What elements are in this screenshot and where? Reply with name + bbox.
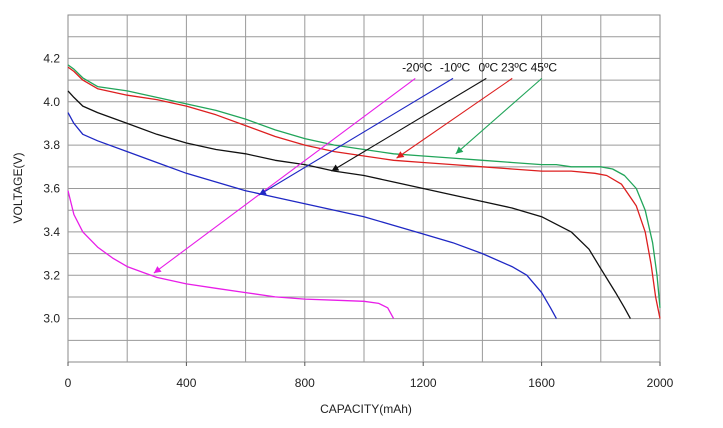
series-arrow <box>455 77 543 155</box>
series-label: -10ºC <box>440 60 471 74</box>
series-line <box>67 90 631 319</box>
series-arrow <box>258 77 454 196</box>
series-arrow-head <box>153 266 162 274</box>
x-tick-label: 0 <box>65 376 72 390</box>
series-arrow <box>153 77 416 274</box>
x-tick-label: 2000 <box>647 376 674 390</box>
x-tick-label: 1200 <box>410 376 437 390</box>
y-tick-label: 4.0 <box>43 95 60 109</box>
series-arrow-head <box>258 188 267 196</box>
series-label: 23ºC <box>501 60 528 74</box>
y-tick-label: 4.2 <box>43 51 60 65</box>
series-arrow-head <box>331 164 340 172</box>
y-tick-label: 3.2 <box>43 268 60 282</box>
y-tick-label: 3.0 <box>43 312 60 326</box>
series-line <box>67 64 661 308</box>
series-label: 0ºC <box>478 60 498 74</box>
series-label: -20ºC <box>402 60 433 74</box>
y-axis-ticks: 3.0 3.2 3.4 3.6 3.8 4.0 4.2 <box>43 51 60 325</box>
series-lines <box>67 64 661 319</box>
series-arrow <box>396 77 513 159</box>
y-tick-label: 3.4 <box>43 225 60 239</box>
x-axis-ticks: 0 400 800 1200 1600 2000 <box>65 362 674 390</box>
series-line <box>67 112 557 319</box>
y-axis-title: VOLTAGE(V) <box>11 153 25 224</box>
series-arrow <box>331 77 487 172</box>
series-arrow-head <box>396 151 405 159</box>
series-line <box>67 190 395 319</box>
series-arrows <box>153 77 543 274</box>
x-tick-label: 800 <box>295 376 315 390</box>
series-line <box>67 66 661 319</box>
x-tick-label: 1600 <box>528 376 555 390</box>
y-tick-label: 3.8 <box>43 138 60 152</box>
x-tick-label: 400 <box>176 376 196 390</box>
series-label: 45ºC <box>531 60 558 74</box>
series-arrow-head <box>455 146 464 154</box>
y-tick-label: 3.6 <box>43 182 60 196</box>
series-labels: -20ºC -10ºC 0ºC 23ºC 45ºC <box>402 60 557 74</box>
x-axis-title: CAPACITY(mAh) <box>320 402 412 416</box>
